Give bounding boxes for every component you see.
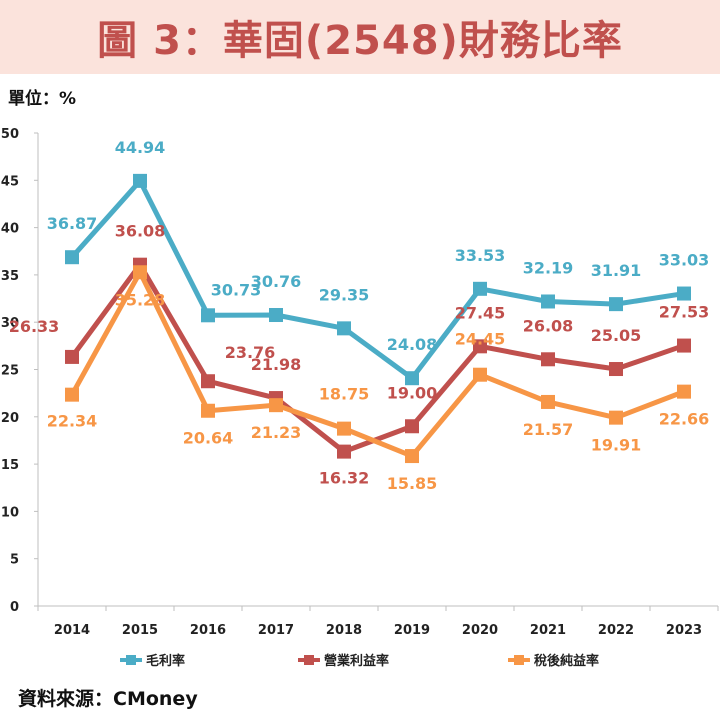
data-point [677, 384, 691, 399]
y-tick-label: 15 [1, 458, 19, 473]
data-label: 21.57 [523, 420, 574, 439]
legend-label: 營業利益率 [324, 653, 389, 669]
data-point [133, 173, 147, 188]
data-point [541, 294, 555, 309]
source-note: 資料來源：CMoney [18, 688, 198, 710]
y-tick-label: 10 [1, 505, 19, 520]
data-point [677, 286, 691, 301]
chart-title: 圖 3：華固(2548)財務比率 [97, 18, 623, 64]
data-point [269, 308, 283, 323]
legend-swatch-marker [514, 655, 524, 665]
y-tick-label: 20 [1, 411, 19, 426]
data-label: 23.76 [225, 343, 276, 362]
data-label: 20.64 [183, 429, 234, 448]
y-tick-label: 40 [1, 222, 19, 237]
data-label: 31.91 [591, 261, 642, 280]
data-point [405, 371, 419, 386]
data-label: 35.28 [115, 290, 166, 309]
data-label: 27.53 [659, 303, 710, 322]
y-tick-label: 25 [1, 364, 19, 379]
data-point [133, 265, 147, 280]
data-point [405, 449, 419, 464]
data-label: 21.23 [251, 423, 302, 442]
title-banner: 圖 3：華固(2548)財務比率 [0, 0, 720, 74]
data-label: 36.87 [47, 214, 98, 233]
data-label: 36.08 [115, 222, 166, 241]
chart-axes: 0 5 10 15 20 25 30 35 40 45 50 2014 2015 2016 2017 2018… [1, 127, 719, 638]
data-label: 33.03 [659, 251, 710, 270]
legend: 毛利率 營業利益率 稅後純益率 [120, 653, 599, 669]
unit-label: 單位：% [8, 89, 77, 109]
data-point [65, 387, 79, 402]
data-label: 19.91 [591, 436, 642, 455]
legend-label: 毛利率 [146, 653, 185, 669]
data-point [269, 398, 283, 413]
legend-label: 稅後純益率 [534, 653, 599, 669]
data-label: 27.45 [455, 303, 506, 322]
data-point [405, 419, 419, 434]
x-tick-label: 2018 [326, 623, 362, 638]
data-label: 24.08 [387, 335, 438, 354]
data-label: 25.05 [591, 326, 642, 345]
data-label: 22.66 [659, 410, 710, 429]
data-point [677, 338, 691, 353]
data-point [201, 308, 215, 323]
data-label: 19.00 [387, 383, 438, 402]
data-point [201, 403, 215, 418]
series-layer [65, 173, 691, 464]
data-label: 33.53 [455, 246, 506, 265]
data-point [337, 444, 351, 459]
legend-swatch-marker [126, 655, 136, 665]
data-point [337, 321, 351, 336]
data-label: 22.34 [47, 412, 98, 431]
y-tick-label: 0 [10, 600, 19, 615]
data-point [609, 297, 623, 312]
y-tick-label: 50 [1, 127, 19, 142]
data-label: 32.19 [523, 258, 574, 277]
x-tick-label: 2020 [462, 623, 498, 638]
data-label: 21.98 [251, 355, 302, 374]
data-label: 30.76 [251, 272, 302, 291]
data-point [609, 362, 623, 377]
data-point [541, 394, 555, 409]
data-label: 26.08 [523, 316, 574, 335]
x-tick-label: 2017 [258, 623, 294, 638]
x-tick-label: 2022 [598, 623, 634, 638]
series-line [69, 262, 685, 455]
data-label: 26.33 [9, 317, 60, 336]
y-tick-label: 45 [1, 174, 19, 189]
x-tick-label: 2019 [394, 623, 430, 638]
data-point [541, 352, 555, 367]
data-point [337, 421, 351, 436]
data-point [473, 281, 487, 296]
series-line [69, 269, 685, 459]
data-point [473, 367, 487, 382]
x-tick-label: 2021 [530, 623, 566, 638]
y-tick-label: 5 [10, 553, 19, 568]
y-tick-label: 35 [1, 269, 19, 284]
x-tick-label: 2023 [666, 623, 702, 638]
data-label: 29.35 [319, 285, 370, 304]
legend-swatch-marker [304, 655, 314, 665]
x-tick-label: 2016 [190, 623, 226, 638]
data-label: 18.75 [319, 385, 370, 404]
data-label: 30.73 [211, 280, 262, 299]
data-point [65, 250, 79, 265]
data-label: 15.85 [387, 474, 438, 493]
data-point [201, 374, 215, 389]
data-point [609, 410, 623, 425]
x-tick-label: 2014 [54, 623, 90, 638]
series-line [70, 178, 685, 381]
data-label: 16.32 [319, 469, 370, 488]
data-label: 44.94 [115, 138, 166, 157]
y-tick-label: 30 [1, 316, 19, 331]
x-tick-label: 2015 [122, 623, 158, 638]
data-label: 24.45 [455, 330, 506, 349]
data-point [65, 349, 79, 364]
data-point [473, 339, 487, 354]
